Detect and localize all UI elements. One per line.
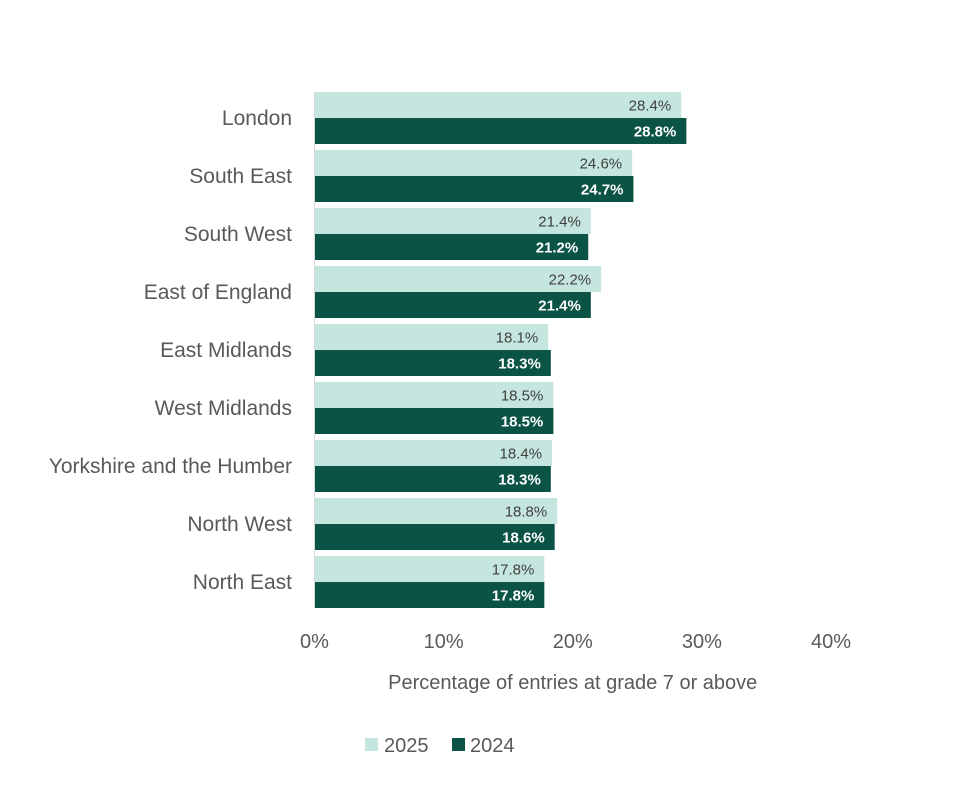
bar-2025-8 <box>314 556 545 582</box>
legend-swatch-2024 <box>452 738 465 751</box>
legend: 2025 2024 <box>365 735 515 757</box>
data-label-2025-1: 24.6% <box>580 156 623 173</box>
data-label-2024-0: 28.8% <box>634 124 677 141</box>
category-label-1: South East <box>189 165 292 188</box>
data-label-2025-8: 17.8% <box>492 562 535 579</box>
category-labels: London South East South West East of Englan… <box>49 107 292 594</box>
category-label-0: London <box>222 107 292 130</box>
category-label-8: North East <box>193 571 292 594</box>
bar-2025-5 <box>314 382 554 408</box>
bar-2025-4 <box>314 324 549 350</box>
data-label-2025-7: 18.8% <box>505 504 548 521</box>
bar-2025-1 <box>314 150 633 176</box>
x-tick-label-0: 0% <box>300 631 329 653</box>
data-label-2024-3: 21.4% <box>538 298 581 315</box>
x-tick-label-2: 20% <box>553 631 593 653</box>
bars-group: 28.4%28.8%24.6%24.7%21.4%21.2%22.2%21.4%… <box>314 92 687 608</box>
category-label-2: South West <box>184 223 292 246</box>
legend-label-2024: 2024 <box>470 735 515 757</box>
bar-2024-7 <box>314 524 555 550</box>
x-tick-label-4: 40% <box>811 631 851 653</box>
x-tick-labels: 0% 10% 20% 30% 40% <box>300 631 851 653</box>
bar-2024-6 <box>314 466 551 492</box>
data-label-2024-1: 24.7% <box>581 182 624 199</box>
bar-2024-0 <box>314 118 687 144</box>
data-label-2025-3: 22.2% <box>549 272 592 289</box>
category-label-5: West Midlands <box>155 397 292 420</box>
data-label-2025-2: 21.4% <box>538 214 581 231</box>
bar-2024-1 <box>314 176 634 202</box>
data-label-2024-4: 18.3% <box>498 356 541 373</box>
category-label-6: Yorkshire and the Humber <box>49 455 292 478</box>
bar-2024-5 <box>314 408 554 434</box>
data-label-2024-7: 18.6% <box>502 530 545 547</box>
category-label-7: North West <box>187 513 292 536</box>
legend-swatch-2025 <box>365 738 378 751</box>
bar-2025-3 <box>314 266 602 292</box>
x-axis-title: Percentage of entries at grade 7 or abov… <box>388 672 757 694</box>
bar-2025-2 <box>314 208 591 234</box>
data-label-2024-2: 21.2% <box>536 240 579 257</box>
x-tick-label-1: 10% <box>424 631 464 653</box>
data-label-2024-6: 18.3% <box>498 472 541 489</box>
data-label-2025-6: 18.4% <box>500 446 543 463</box>
data-label-2025-4: 18.1% <box>496 330 539 347</box>
legend-label-2025: 2025 <box>384 735 429 757</box>
bar-2024-2 <box>314 234 589 260</box>
bar-2024-4 <box>314 350 551 376</box>
category-label-3: East of England <box>144 281 292 304</box>
bar-2024-3 <box>314 292 591 318</box>
data-label-2024-5: 18.5% <box>501 414 544 431</box>
data-label-2024-8: 17.8% <box>492 588 535 605</box>
data-label-2025-0: 28.4% <box>629 98 672 115</box>
bar-2025-6 <box>314 440 553 466</box>
bar-2025-0 <box>314 92 682 118</box>
data-label-2025-5: 18.5% <box>501 388 544 405</box>
bar-2025-7 <box>314 498 558 524</box>
bar-2024-8 <box>314 582 545 608</box>
x-tick-label-3: 30% <box>682 631 722 653</box>
category-label-4: East Midlands <box>160 339 292 362</box>
